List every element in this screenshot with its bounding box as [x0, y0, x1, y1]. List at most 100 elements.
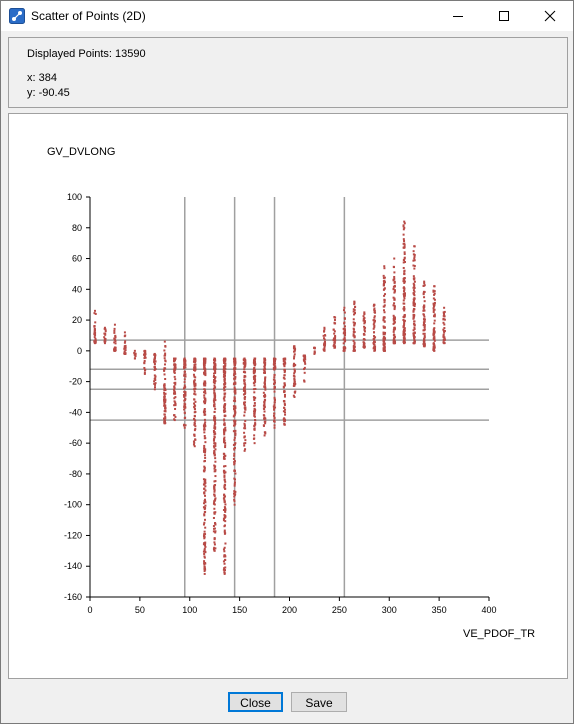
data-point: [293, 369, 296, 372]
data-point: [234, 391, 237, 394]
data-point: [383, 304, 386, 307]
data-point: [282, 385, 285, 388]
data-point: [114, 340, 117, 343]
data-point: [263, 385, 266, 388]
data-point: [194, 366, 197, 369]
data-point: [213, 449, 216, 452]
data-point: [283, 361, 286, 364]
data-point: [223, 501, 226, 504]
data-point: [222, 371, 225, 374]
data-point: [273, 420, 276, 423]
data-point: [154, 377, 157, 380]
data-point: [144, 352, 147, 355]
data-point: [264, 422, 267, 425]
data-point: [403, 270, 406, 273]
data-point: [93, 312, 96, 315]
maximize-button[interactable]: [481, 1, 527, 31]
data-point: [204, 501, 207, 504]
data-point: [403, 315, 406, 318]
data-point: [433, 322, 436, 325]
data-point: [343, 336, 346, 339]
data-point: [283, 423, 286, 426]
data-point: [193, 380, 196, 383]
data-point: [93, 329, 96, 332]
data-point: [353, 328, 356, 331]
data-point: [163, 422, 166, 425]
data-point: [212, 375, 215, 378]
data-point: [163, 399, 166, 402]
minimize-button[interactable]: [435, 1, 481, 31]
data-point: [294, 348, 297, 351]
data-point: [183, 381, 186, 384]
data-point: [222, 397, 225, 400]
data-point: [233, 377, 236, 380]
data-point: [363, 346, 366, 349]
title-bar[interactable]: Scatter of Points (2D): [1, 1, 573, 31]
data-point: [383, 343, 386, 346]
data-point: [174, 415, 177, 418]
data-point: [183, 370, 186, 373]
data-point: [443, 306, 446, 309]
data-point: [253, 437, 256, 440]
data-point: [263, 381, 266, 384]
data-point: [433, 293, 436, 296]
data-point: [432, 328, 435, 331]
data-point: [182, 393, 185, 396]
data-point: [352, 346, 355, 349]
data-point: [243, 435, 246, 438]
data-point: [213, 410, 216, 413]
data-point: [343, 328, 346, 331]
data-point: [294, 390, 297, 393]
data-point: [263, 365, 266, 368]
scatter-plot[interactable]: 100806040200-20-40-60-80-100-120-140-160…: [9, 114, 567, 678]
data-point: [353, 303, 356, 306]
data-point: [303, 354, 306, 357]
data-point: [213, 418, 216, 421]
data-point: [223, 530, 226, 533]
data-point: [183, 395, 186, 398]
data-point: [153, 380, 156, 383]
data-point: [213, 377, 216, 380]
data-point: [243, 449, 246, 452]
data-point: [253, 415, 256, 418]
data-point: [104, 332, 107, 335]
data-point: [204, 551, 207, 554]
data-point: [403, 321, 406, 324]
data-point: [423, 315, 426, 318]
x-tick-label: 50: [135, 605, 145, 615]
data-point: [422, 307, 425, 310]
data-point: [173, 363, 176, 366]
data-point: [222, 519, 225, 522]
data-point: [402, 332, 405, 335]
data-point: [263, 416, 266, 419]
data-point: [243, 357, 246, 360]
data-point: [402, 266, 405, 269]
data-point: [214, 426, 217, 429]
data-point: [153, 363, 156, 366]
data-point: [433, 319, 436, 322]
data-point: [203, 570, 206, 573]
data-point: [373, 337, 376, 340]
save-button[interactable]: Save: [291, 692, 347, 712]
data-point: [173, 369, 176, 372]
data-point: [222, 457, 225, 460]
data-point: [352, 321, 355, 324]
close-button[interactable]: Close: [228, 692, 283, 712]
data-point: [164, 407, 167, 410]
data-point: [393, 275, 396, 278]
data-point: [114, 334, 117, 337]
data-point: [213, 389, 216, 392]
data-point: [223, 567, 226, 570]
data-point: [334, 339, 337, 342]
data-point: [113, 337, 116, 340]
window-close-button[interactable]: [527, 1, 573, 31]
data-point: [353, 309, 356, 312]
data-point: [193, 379, 196, 382]
data-point: [224, 370, 227, 373]
data-point: [243, 366, 246, 369]
data-point: [283, 370, 286, 373]
data-point: [353, 341, 356, 344]
data-point: [373, 349, 376, 352]
plot-panel[interactable]: GV_DVLONG 100 80 60 40 20 0 -20 -40 -60 -80 -100 -1…: [8, 113, 568, 679]
data-point: [213, 401, 216, 404]
